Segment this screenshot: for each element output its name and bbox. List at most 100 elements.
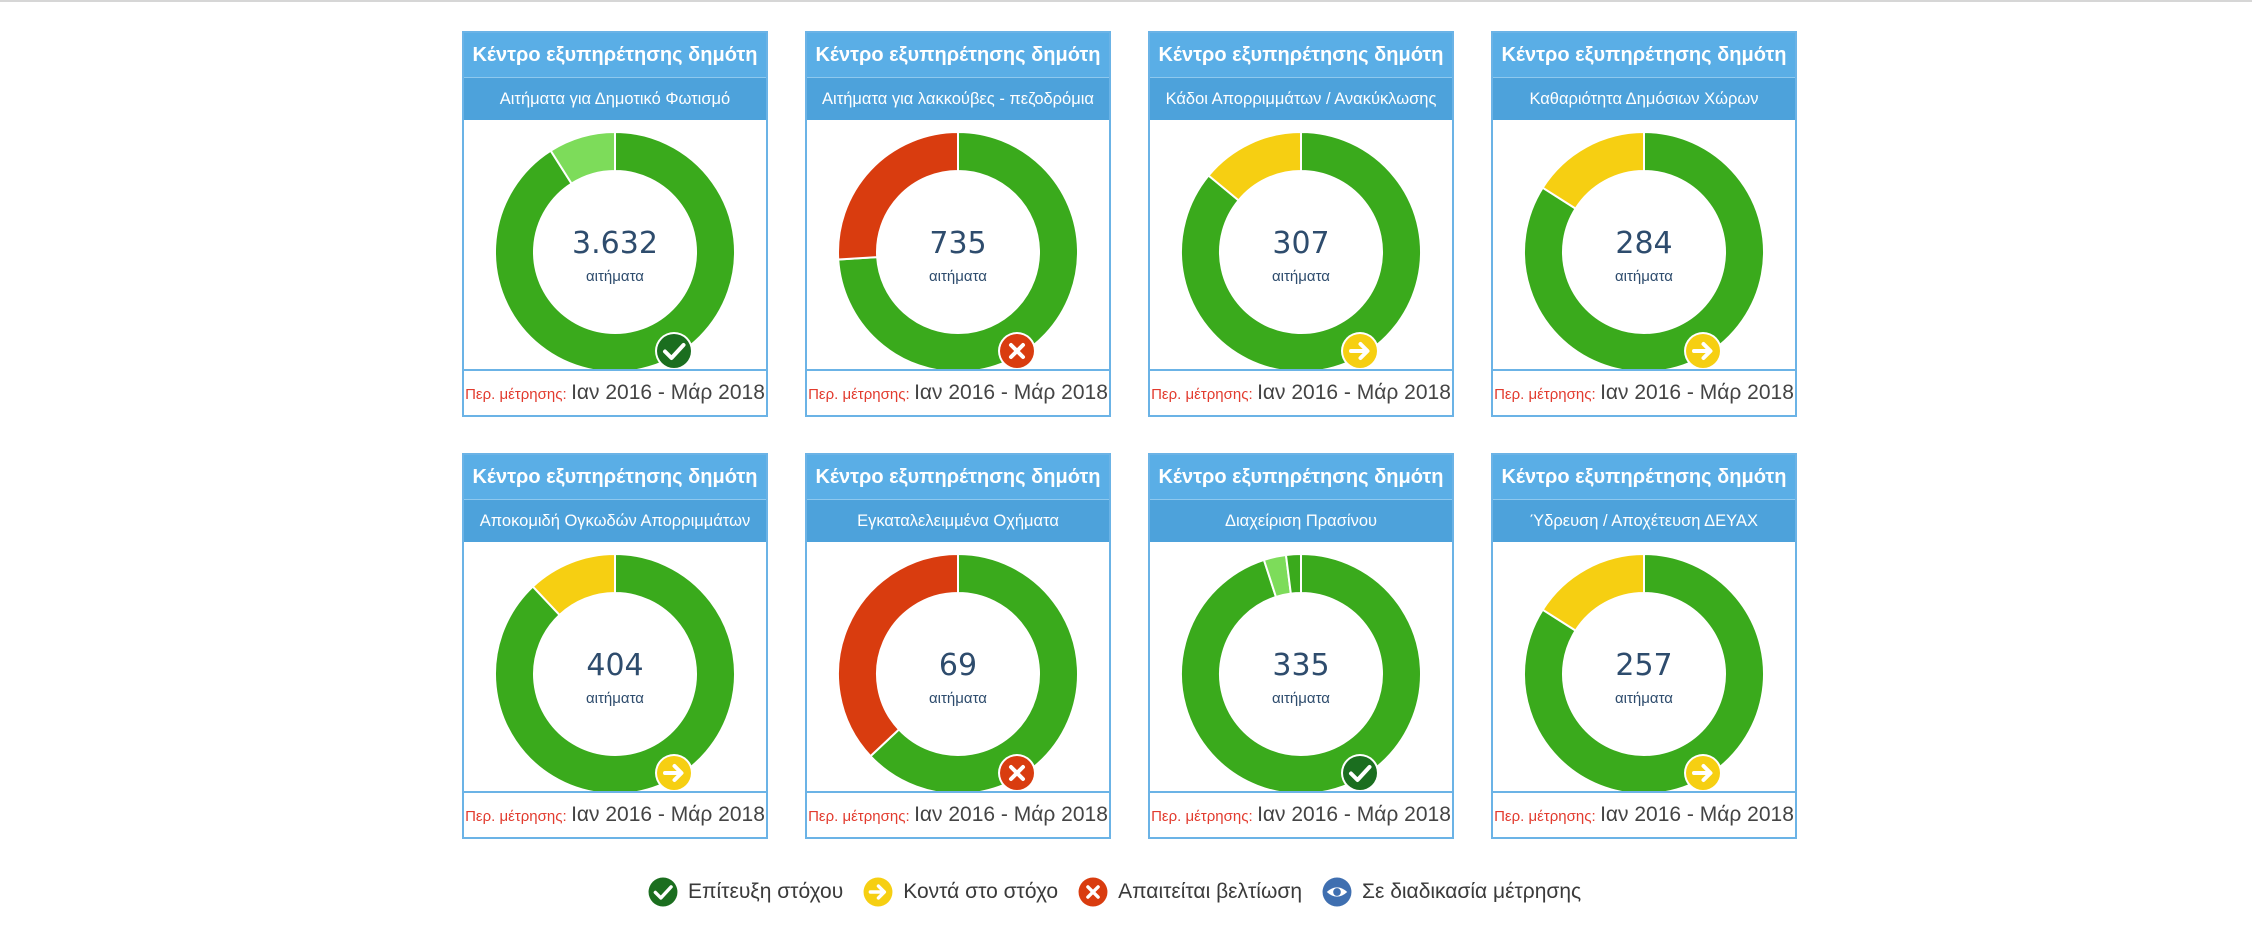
arrow-right-icon <box>862 875 895 909</box>
request-count: 404 <box>586 648 644 683</box>
card-footer: Περ. μέτρησης: Ιαν 2016 - Μάρ 2018 <box>807 369 1109 415</box>
donut-segment-light-green[interactable] <box>549 130 616 185</box>
legend-label: Απαιτείται βελτίωση <box>1118 880 1303 903</box>
chart-area: 69 αιτήματα <box>807 542 1109 798</box>
card-footer: Περ. μέτρησης: Ιαν 2016 - Μάρ 2018 <box>464 791 766 837</box>
request-unit: αιτήματα <box>929 268 987 285</box>
donut-chart <box>1180 552 1422 795</box>
card-title: Κέντρο εξυπηρέτησης δημότη <box>807 33 1109 77</box>
donut-segment-red[interactable] <box>837 552 959 758</box>
request-unit: αιτήματα <box>1615 690 1673 707</box>
donut-chart <box>494 552 736 795</box>
donut-segment-green[interactable] <box>1180 130 1422 373</box>
card-title: Κέντρο εξυπηρέτησης δημότη <box>464 33 766 77</box>
card-subtitle: Αιτήματα για Δημοτικό Φωτισμό <box>464 77 766 120</box>
period-label: Περ. μέτρησης: <box>1494 386 1596 403</box>
donut-chart <box>837 552 1079 795</box>
period-value: Ιαν 2016 - Μάρ 2018 <box>571 381 765 404</box>
donut-segment-green[interactable] <box>837 130 1079 373</box>
kpi-card[interactable]: Κέντρο εξυπηρέτησης δημότη Αποκομιδή Ογκ… <box>462 453 768 839</box>
period-value: Ιαν 2016 - Μάρ 2018 <box>571 803 765 826</box>
card-subtitle: Διαχείριση Πρασίνου <box>1150 499 1452 542</box>
card-footer: Περ. μέτρησης: Ιαν 2016 - Μάρ 2018 <box>1150 791 1452 837</box>
period-label: Περ. μέτρησης: <box>1151 386 1253 403</box>
period-value: Ιαν 2016 - Μάρ 2018 <box>1257 381 1451 404</box>
period-value: Ιαν 2016 - Μάρ 2018 <box>1257 803 1451 826</box>
period-label: Περ. μέτρησης: <box>1151 808 1253 825</box>
chart-area: 404 αιτήματα <box>464 542 766 798</box>
eye-icon <box>1320 875 1354 909</box>
period-value: Ιαν 2016 - Μάρ 2018 <box>1600 803 1794 826</box>
donut-segment-green[interactable] <box>1180 552 1422 795</box>
donut-chart <box>837 130 1079 373</box>
card-title: Κέντρο εξυπηρέτησης δημότη <box>1150 33 1452 77</box>
donut-segment-green[interactable] <box>1523 130 1765 373</box>
legend-item-achieved: Επίτευξη στόχου <box>646 875 843 909</box>
donut-chart <box>494 130 736 373</box>
period-value: Ιαν 2016 - Μάρ 2018 <box>914 381 1108 404</box>
donut-chart <box>1523 552 1765 795</box>
card-subtitle: Αιτήματα για λακκούβες - πεζοδρόμια <box>807 77 1109 120</box>
legend-item-measuring: Σε διαδικασία μέτρησης <box>1320 875 1581 909</box>
request-count: 284 <box>1615 226 1673 261</box>
card-footer: Περ. μέτρησης: Ιαν 2016 - Μάρ 2018 <box>1150 369 1452 415</box>
chart-area: 3.632 αιτήματα <box>464 120 766 376</box>
chart-area: 335 αιτήματα <box>1150 542 1452 798</box>
status-close-icon <box>1684 754 1722 792</box>
x-icon <box>1076 875 1110 909</box>
legend-label: Επίτευξη στόχου <box>688 880 844 903</box>
request-unit: αιτήματα <box>1272 268 1330 285</box>
legend-label: Σε διαδικασία μέτρησης <box>1362 880 1582 903</box>
kpi-card[interactable]: Κέντρο εξυπηρέτησης δημότη Ύδρευση / Απο… <box>1491 453 1797 839</box>
period-label: Περ. μέτρησης: <box>465 808 567 825</box>
request-unit: αιτήματα <box>586 268 644 285</box>
period-value: Ιαν 2016 - Μάρ 2018 <box>914 803 1108 826</box>
legend-item-close: Κοντά στο στόχο <box>861 875 1058 909</box>
card-footer: Περ. μέτρησης: Ιαν 2016 - Μάρ 2018 <box>807 791 1109 837</box>
top-divider <box>0 0 2252 2</box>
request-count: 69 <box>938 648 978 683</box>
kpi-card[interactable]: Κέντρο εξυπηρέτησης δημότη Αιτήματα για … <box>805 31 1111 417</box>
donut-segment-green[interactable] <box>1523 552 1765 795</box>
kpi-card[interactable]: Κέντρο εξυπηρέτησης δημότη Κάδοι Απορριμ… <box>1148 31 1454 417</box>
card-footer: Περ. μέτρησης: Ιαν 2016 - Μάρ 2018 <box>464 369 766 415</box>
kpi-card[interactable]: Κέντρο εξυπηρέτησης δημότη Αιτήματα για … <box>462 31 768 417</box>
status-improve-icon <box>998 332 1036 370</box>
period-label: Περ. μέτρησης: <box>465 386 567 403</box>
request-count: 735 <box>929 226 987 261</box>
chart-area: 735 αιτήματα <box>807 120 1109 376</box>
kpi-card[interactable]: Κέντρο εξυπηρέτησης δημότη Διαχείριση Πρ… <box>1148 453 1454 839</box>
donut-segment-yellow[interactable] <box>1541 552 1645 632</box>
period-label: Περ. μέτρησης: <box>808 386 910 403</box>
status-close-icon <box>1341 332 1379 370</box>
card-footer: Περ. μέτρησης: Ιαν 2016 - Μάρ 2018 <box>1493 369 1795 415</box>
check-icon <box>646 875 680 909</box>
card-subtitle: Αποκομιδή Ογκωδών Απορριμμάτων <box>464 499 766 542</box>
period-label: Περ. μέτρησης: <box>808 808 910 825</box>
donut-segment-green[interactable] <box>494 130 736 373</box>
period-value: Ιαν 2016 - Μάρ 2018 <box>1600 381 1794 404</box>
kpi-card[interactable]: Κέντρο εξυπηρέτησης δημότη Εγκαταλελειμμ… <box>805 453 1111 839</box>
donut-segment-yellow[interactable] <box>531 552 616 617</box>
donut-chart <box>1523 130 1765 373</box>
request-unit: αιτήματα <box>1272 690 1330 707</box>
card-title: Κέντρο εξυπηρέτησης δημότη <box>1493 33 1795 77</box>
chart-area: 257 αιτήματα <box>1493 542 1795 798</box>
status-improve-icon <box>998 754 1036 792</box>
donut-segment-yellow[interactable] <box>1207 130 1302 202</box>
donut-segment-green[interactable] <box>1284 552 1302 595</box>
card-title: Κέντρο εξυπηρέτησης δημότη <box>807 455 1109 499</box>
card-subtitle: Εγκαταλελειμμένα Οχήματα <box>807 499 1109 542</box>
donut-segment-green[interactable] <box>494 552 736 795</box>
donut-segment-red[interactable] <box>837 130 959 261</box>
card-footer: Περ. μέτρησης: Ιαν 2016 - Μάρ 2018 <box>1493 791 1795 837</box>
donut-segment-green[interactable] <box>869 552 1079 795</box>
kpi-card[interactable]: Κέντρο εξυπηρέτησης δημότη Καθαριότητα Δ… <box>1491 31 1797 417</box>
legend-item-improve: Απαιτείται βελτίωση <box>1076 875 1302 909</box>
donut-segment-yellow[interactable] <box>1541 130 1645 210</box>
card-title: Κέντρο εξυπηρέτησης δημότη <box>1493 455 1795 499</box>
card-title: Κέντρο εξυπηρέτησης δημότη <box>1150 455 1452 499</box>
donut-chart <box>1180 130 1422 373</box>
legend-label: Κοντά στο στόχο <box>903 880 1059 903</box>
period-label: Περ. μέτρησης: <box>1494 808 1596 825</box>
